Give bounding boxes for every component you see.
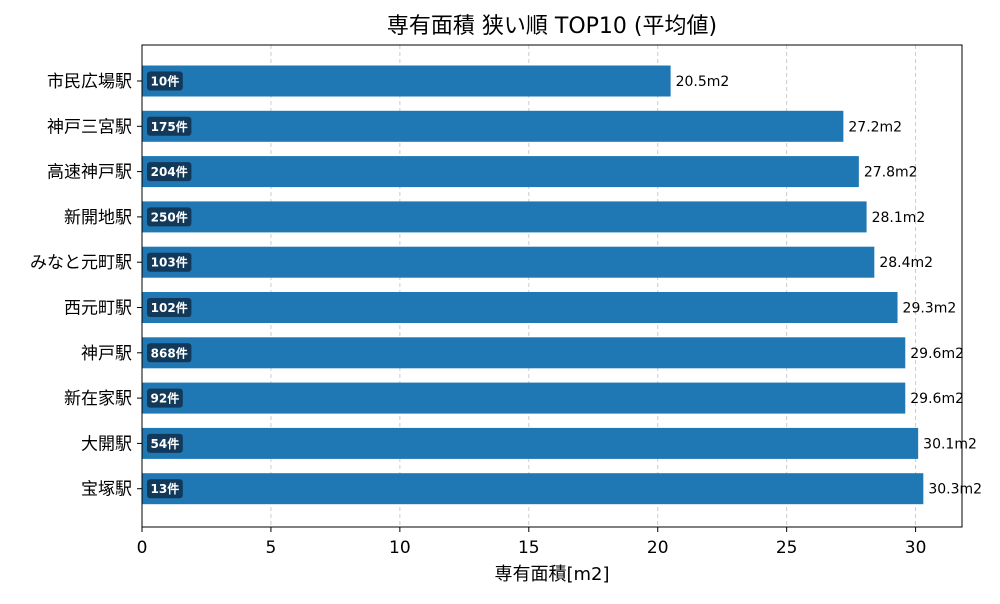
category-label: 神戸駅 [81, 344, 132, 364]
count-badge [147, 252, 192, 272]
category-labels: 市民広場駅神戸三宮駅高速神戸駅新開地駅みなと元町駅西元町駅神戸駅新在家駅大開駅宝… [30, 72, 142, 500]
category-label: 大開駅 [81, 434, 132, 454]
value-label: 29.6m2 [910, 391, 964, 407]
value-label: 28.4m2 [879, 255, 933, 271]
plot-frame [141, 44, 963, 528]
count-label: 868件 [151, 345, 188, 360]
count-label: 13件 [151, 481, 180, 496]
bar [142, 201, 867, 233]
x-tick-label: 25 [776, 538, 798, 558]
count-label: 103件 [151, 255, 188, 270]
count-label: 175件 [151, 119, 188, 134]
category-label: 宝塚駅 [81, 480, 132, 500]
count-label: 54件 [151, 436, 180, 451]
count-label: 102件 [151, 300, 188, 315]
x-axis-label: 専有面積[m2] [494, 564, 609, 585]
count-badge [147, 207, 192, 227]
count-badge [147, 116, 192, 136]
bar [142, 246, 875, 278]
count-badge [147, 298, 192, 317]
category-label: 新在家駅 [64, 389, 132, 409]
x-tick-label: 10 [389, 538, 411, 558]
category-label: みなと元町駅 [30, 253, 132, 273]
value-label: 29.3m2 [903, 301, 957, 317]
count-badge [147, 433, 183, 453]
x-tick-label: 5 [266, 538, 277, 558]
value-label: 30.1m2 [923, 436, 977, 452]
count-badge [147, 162, 192, 182]
value-label: 27.2m2 [848, 119, 902, 135]
count-label: 10件 [151, 74, 180, 89]
value-label: 20.5m2 [676, 74, 730, 90]
bar [142, 65, 671, 97]
bar [142, 156, 859, 188]
x-tick-label: 15 [518, 538, 540, 558]
count-badges: 10件 175件 204件 250件 103件 102件 868件 92件 54件 13件 [147, 71, 192, 499]
value-label: 29.6m2 [910, 346, 964, 362]
category-label: 神戸三宮駅 [47, 117, 132, 137]
count-label: 204件 [151, 164, 188, 179]
bar [142, 337, 906, 369]
x-tick-label: 20 [647, 538, 669, 558]
x-ticks: 0 5 10 15 20 25 30 [137, 527, 927, 558]
bar [142, 473, 924, 505]
category-label: 新開地駅 [64, 208, 132, 228]
bar [142, 292, 898, 323]
category-label: 市民広場駅 [47, 72, 132, 92]
value-labels: 20.5m2 27.2m2 27.8m2 28.1m2 28.4m2 29.3m2 29.6… [676, 74, 982, 498]
bar [142, 110, 844, 142]
x-tick-label: 30 [905, 538, 927, 558]
bars [142, 65, 924, 505]
count-label: 92件 [151, 391, 180, 406]
value-label: 28.1m2 [872, 210, 926, 226]
x-tick-label: 0 [137, 538, 148, 558]
category-label: 西元町駅 [64, 299, 132, 319]
value-label: 27.8m2 [864, 165, 918, 181]
count-label: 250件 [151, 209, 188, 224]
chart-title: 専有面積 狭い順 TOP10 (平均値) [387, 14, 717, 39]
category-label: 高速神戸駅 [47, 163, 132, 183]
bar [142, 382, 906, 414]
count-badge [147, 343, 192, 363]
count-badge [147, 479, 183, 499]
count-badge [147, 388, 183, 408]
count-badge [147, 71, 183, 91]
bar [142, 427, 919, 459]
value-label: 30.3m2 [928, 482, 982, 498]
